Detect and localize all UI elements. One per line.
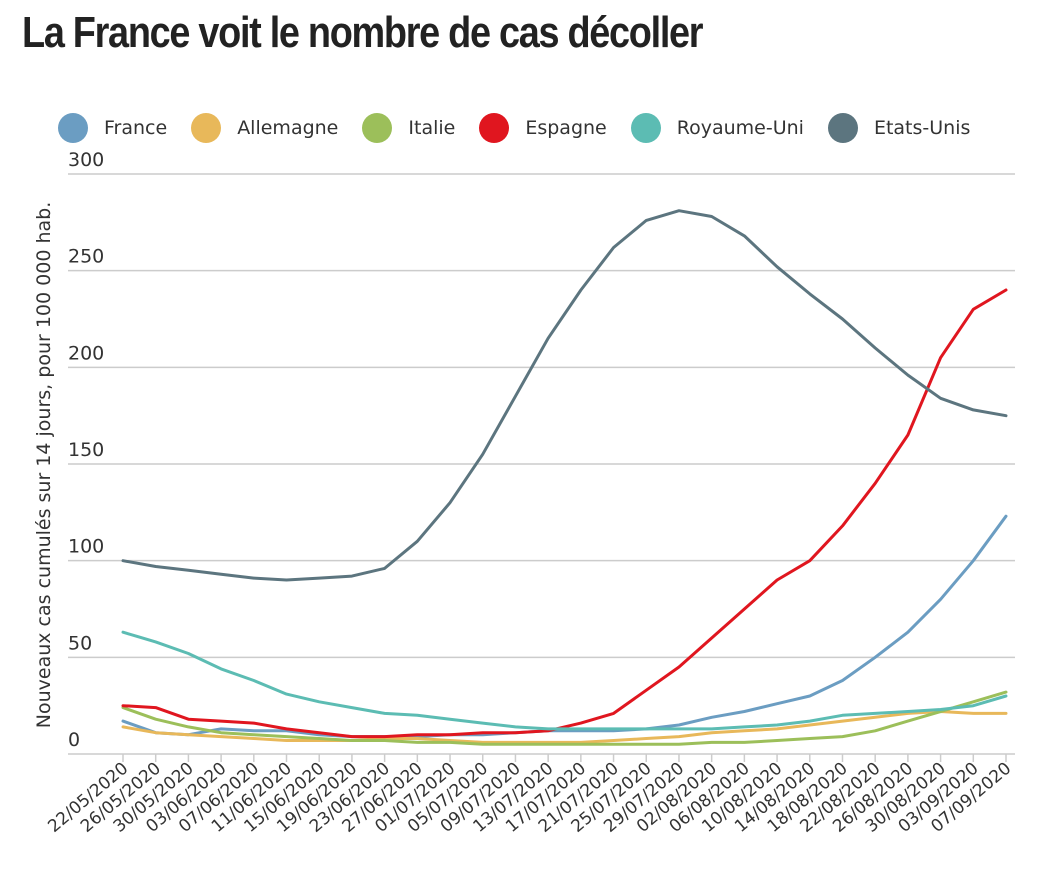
y-axis-label: Nouveaux cas cumulés sur 14 jours, pour … bbox=[33, 202, 55, 728]
legend-item[interactable]: Italie bbox=[362, 113, 455, 143]
series-lines bbox=[121, 209, 1008, 746]
y-tick-label-200: 200 bbox=[68, 342, 104, 364]
legend-label: Italie bbox=[408, 117, 456, 139]
series-line-2 bbox=[121, 690, 1008, 746]
series-line-4 bbox=[121, 630, 1008, 731]
legend-item[interactable]: Royaume-Uni bbox=[630, 113, 804, 143]
legend-label: Espagne bbox=[525, 117, 607, 139]
y-tick-label-250: 250 bbox=[68, 246, 104, 268]
grid-lines bbox=[68, 173, 1015, 755]
legend-swatch bbox=[630, 113, 661, 143]
series-line-5 bbox=[121, 209, 1008, 582]
legend-label: Royaume-Uni bbox=[676, 117, 804, 139]
series-line-0 bbox=[121, 514, 1008, 739]
legend-item[interactable]: Allemagne bbox=[191, 113, 338, 143]
y-tick-label-50: 50 bbox=[68, 632, 92, 654]
y-tick-label-0: 0 bbox=[68, 729, 80, 751]
legend-swatch bbox=[827, 113, 858, 143]
legend-label: Etats-Unis bbox=[873, 117, 971, 139]
chart-title: La France voit le nombre de cas décoller bbox=[22, 8, 704, 57]
legend-item[interactable]: Espagne bbox=[479, 113, 607, 143]
legend-label: France bbox=[104, 117, 168, 139]
legend-swatch bbox=[479, 113, 510, 143]
chart-legend: France Allemagne Italie Espagne Royaume-Uni E… bbox=[58, 112, 994, 144]
y-tick-label-300: 300 bbox=[68, 149, 104, 171]
series-line-3 bbox=[121, 288, 1008, 739]
legend-item[interactable]: Etats-Unis bbox=[827, 113, 971, 143]
legend-label: Allemagne bbox=[237, 117, 339, 139]
y-tick-label-100: 100 bbox=[68, 536, 104, 558]
legend-swatch bbox=[362, 113, 393, 143]
y-tick-label-150: 150 bbox=[68, 439, 104, 461]
legend-swatch bbox=[58, 113, 88, 143]
series-line-1 bbox=[121, 710, 1008, 744]
legend-item[interactable]: France bbox=[58, 113, 167, 143]
y-axis-ticks: 0 50 100 150 200 250 300 bbox=[68, 149, 104, 751]
x-axis-ticks: 22/05/202026/05/202030/05/202003/06/2020… bbox=[44, 754, 1015, 837]
legend-swatch bbox=[191, 113, 222, 143]
